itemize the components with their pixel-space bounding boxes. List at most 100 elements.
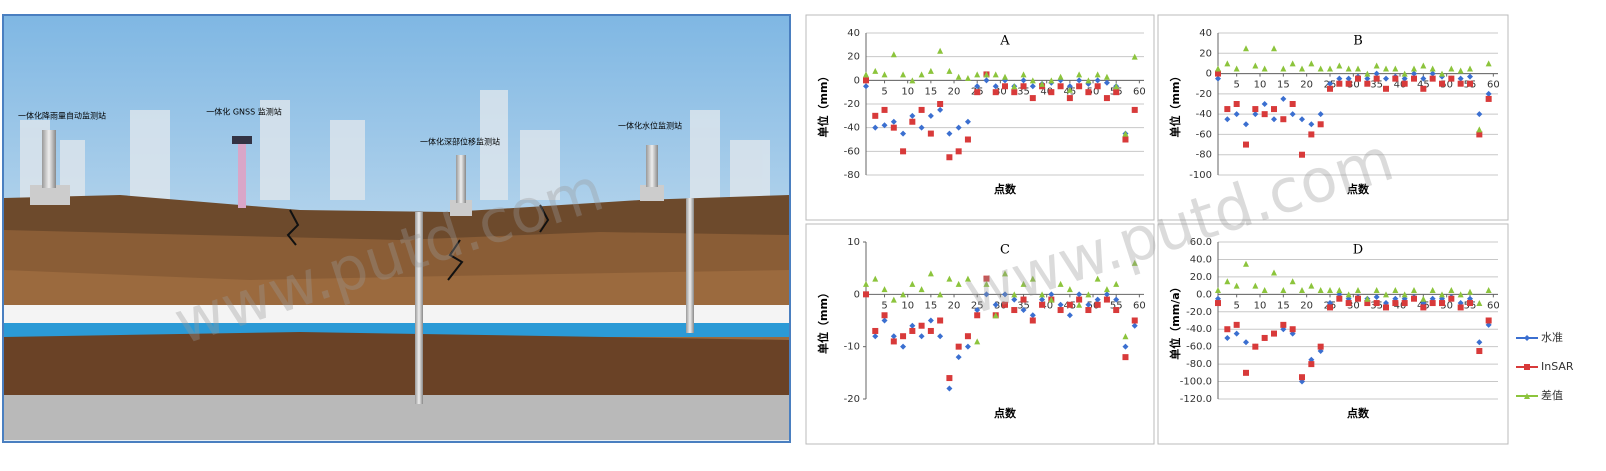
marker (1299, 65, 1305, 72)
marker (964, 333, 971, 340)
marker (1057, 73, 1064, 80)
marker (872, 333, 879, 340)
marker (946, 130, 953, 137)
marker (1345, 291, 1352, 298)
x-tick-label: 5 (1233, 80, 1239, 91)
marker (918, 322, 925, 329)
marker (1336, 75, 1343, 82)
marker (900, 130, 907, 137)
station-post (238, 140, 246, 208)
marker (1457, 304, 1464, 311)
marker (1076, 291, 1083, 298)
marker (1299, 151, 1305, 158)
chart-title: A (999, 34, 1010, 49)
station-post (646, 145, 658, 187)
marker (872, 275, 879, 282)
marker (1411, 75, 1417, 82)
charts: A 单位（mm） 点数 -80 -60 -40 -20 0 20 40 5 10 15 20 25 30 35 4… (805, 14, 1574, 445)
y-tick-label: -40 (844, 123, 860, 134)
marker (1094, 83, 1101, 90)
x-tick-label: 40 (1040, 300, 1053, 311)
marker (937, 291, 944, 298)
sand-layer (4, 305, 789, 323)
marker (1383, 75, 1389, 82)
marker (1299, 374, 1305, 381)
marker (1057, 83, 1064, 90)
marker (1020, 280, 1027, 287)
marker (1467, 65, 1473, 72)
marker (1467, 288, 1473, 295)
marker (974, 89, 981, 96)
marker (1485, 60, 1492, 67)
marker (1243, 121, 1249, 128)
marker (1085, 291, 1092, 298)
marker (937, 47, 944, 54)
x-tick-label: 5 (881, 86, 887, 97)
marker (964, 136, 971, 143)
marker (1039, 296, 1046, 303)
marker (1345, 75, 1352, 82)
marker (1011, 307, 1018, 314)
y-tick-label: 20 (1199, 48, 1212, 59)
marker (955, 280, 962, 287)
marker (1011, 83, 1018, 90)
marker (918, 333, 925, 340)
marker (1280, 286, 1287, 293)
marker (946, 154, 953, 161)
y-tick-label: 60.0 (1190, 237, 1212, 248)
marker (909, 118, 916, 125)
x-tick-label: 20 (1300, 80, 1313, 91)
marker (1122, 136, 1129, 143)
marker (1261, 65, 1268, 72)
station-base (30, 185, 70, 205)
marker (1308, 282, 1315, 289)
marker (1364, 70, 1371, 77)
marker (1317, 65, 1324, 72)
marker (1355, 286, 1361, 293)
chart-title: D (1353, 243, 1363, 258)
marker (964, 343, 971, 350)
marker (1103, 73, 1110, 80)
marker (1076, 301, 1083, 308)
marker (1243, 260, 1249, 267)
borehole (415, 212, 423, 404)
marker (937, 106, 944, 113)
marker (927, 67, 934, 74)
marker (918, 106, 925, 113)
marker (1113, 83, 1120, 90)
city-skyline (20, 90, 770, 200)
marker (1336, 80, 1343, 87)
station-base (450, 200, 472, 216)
marker (1066, 301, 1073, 308)
marker (1215, 65, 1221, 72)
marker (1327, 286, 1333, 293)
y-tick-label: -120.0 (1180, 394, 1212, 405)
marker (946, 375, 953, 382)
station-label: 一体化 GNSS 监测站 (206, 107, 281, 117)
marker (890, 118, 897, 125)
x-tick-label: 55 (1110, 300, 1123, 311)
marker (1411, 70, 1417, 77)
marker (1373, 300, 1380, 307)
marker (1243, 45, 1249, 52)
marker (900, 71, 907, 78)
x-tick-label: 50 (1440, 80, 1453, 91)
marker (1289, 101, 1296, 107)
legend-label: 差值 (1541, 388, 1563, 402)
marker (1289, 326, 1296, 333)
marker (964, 118, 971, 125)
marker (1039, 80, 1046, 87)
marker (1271, 330, 1277, 337)
marker (1392, 75, 1399, 82)
marker (1076, 77, 1083, 84)
marker (1113, 89, 1120, 96)
marker (937, 317, 944, 324)
marker (1476, 131, 1483, 138)
marker (937, 101, 944, 107)
marker (992, 312, 999, 319)
marker (1364, 295, 1371, 302)
marker (1373, 75, 1380, 82)
y-tick-label: -20.0 (1186, 307, 1212, 318)
marker (946, 67, 953, 74)
station-post (456, 155, 466, 203)
